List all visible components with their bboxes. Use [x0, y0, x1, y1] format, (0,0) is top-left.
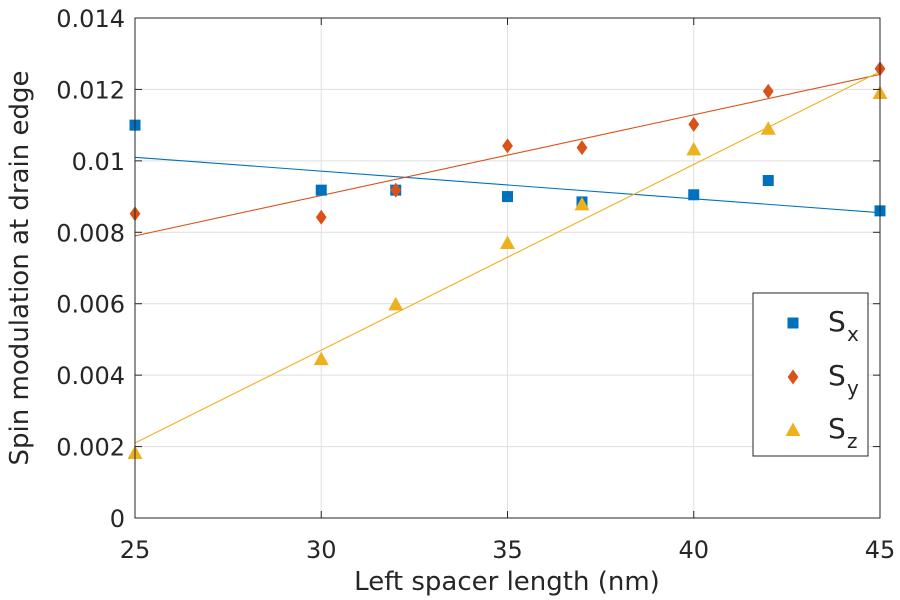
legend-marker-sz	[785, 422, 801, 436]
data-point-sx	[315, 184, 327, 196]
x-tick-label: 35	[492, 536, 523, 564]
data-point-sz	[574, 196, 590, 211]
y-tick-label: 0.002	[56, 434, 125, 462]
data-point-sy	[502, 138, 513, 154]
data-point-sx	[502, 191, 513, 203]
x-axis-label: Left spacer length (nm)	[354, 567, 660, 597]
grid	[134, 17, 881, 519]
legend-box	[752, 292, 869, 457]
legend-marker-sy	[787, 369, 799, 385]
legend-subscript-sy: y	[847, 376, 859, 400]
data-point-sz	[313, 351, 329, 366]
fit-lines	[134, 71, 881, 444]
fit-line-sy	[134, 73, 881, 237]
legend-marker-sx	[787, 317, 799, 329]
data-point-sy	[315, 209, 327, 225]
data-point-sx	[688, 189, 700, 201]
x-tick-label: 30	[306, 536, 337, 564]
y-tick-label: 0.01	[72, 148, 125, 176]
x-tick-label: 45	[865, 536, 896, 564]
y-tick-label: 0.008	[56, 219, 125, 247]
y-axis-label: Spin modulation at drain edge	[5, 71, 35, 466]
legend-subscript-sz: z	[847, 429, 858, 453]
legend-label-sx: S	[828, 305, 846, 338]
legend-label-sz: S	[828, 412, 846, 445]
legend-subscript-sx: x	[847, 322, 859, 346]
fit-line-sz	[134, 71, 881, 444]
y-tick-label: 0.006	[56, 291, 125, 319]
data-point-sy	[762, 83, 774, 99]
y-tick-label: 0.004	[56, 362, 125, 390]
data-point-sx	[762, 175, 774, 186]
data-point-sz	[500, 235, 515, 249]
y-tick-label: 0	[110, 505, 125, 533]
x-tick-label: 40	[678, 536, 709, 564]
fit-line-sx	[134, 156, 881, 214]
legend-label-sy: S	[828, 359, 846, 392]
y-axis-ticks: 0 0.002 0.004 0.006 0.008 0.01 0.012 0.014	[56, 5, 880, 533]
x-tick-label: 25	[120, 536, 151, 564]
data-point-sy	[390, 182, 402, 198]
data-point-sy	[688, 116, 700, 132]
x-axis-ticks: 25 30 35 40 45	[120, 18, 896, 564]
y-tick-label: 0.012	[56, 76, 125, 104]
data-point-sz	[388, 296, 404, 311]
data-point-sz	[686, 141, 702, 156]
data-point-sz	[760, 121, 776, 135]
data-point-sy	[576, 140, 588, 156]
y-tick-label: 0.014	[56, 5, 125, 33]
